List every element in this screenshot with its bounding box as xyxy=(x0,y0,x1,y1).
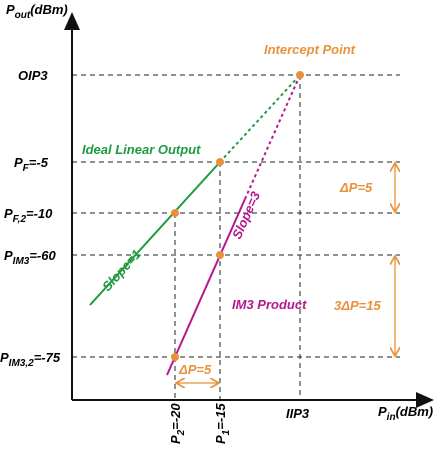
label-part: P xyxy=(6,2,15,17)
annotation: Slope=1 xyxy=(99,247,144,294)
guides xyxy=(72,74,400,400)
label-part: F xyxy=(23,163,30,174)
delta-arrows xyxy=(176,163,395,383)
annotation: Slope=3 xyxy=(229,189,263,242)
annotation: Intercept Point xyxy=(264,42,356,57)
label-part: (dBm) xyxy=(30,2,68,17)
axis-label: PIM3=-60 xyxy=(4,248,56,267)
label-part: in xyxy=(387,412,396,423)
label-part: =-15 xyxy=(213,403,228,430)
annotation: Ideal Linear Output xyxy=(82,142,201,157)
label-part: =-75 xyxy=(34,350,61,365)
label-part: =-20 xyxy=(168,403,183,430)
axis-label: PF,2=-10 xyxy=(4,206,53,225)
linear-line xyxy=(89,161,221,306)
x-axis-label: Pin(dBm) xyxy=(378,404,433,423)
annotation: ΔP=5 xyxy=(339,180,373,195)
axis-label: IIP3 xyxy=(286,406,310,421)
label-part: IIP3 xyxy=(286,406,310,421)
annotation: ΔP=5 xyxy=(178,362,212,377)
y-axis-label: Pout(dBm) xyxy=(6,2,68,21)
label-part: =-60 xyxy=(29,248,56,263)
label-part: P xyxy=(168,435,183,444)
label-part: IM3 xyxy=(13,256,30,267)
axis-label: PIM3,2=-75 xyxy=(0,350,61,369)
label-part: =-10 xyxy=(26,206,53,221)
label-part: P xyxy=(213,435,228,444)
label-part: P xyxy=(4,206,13,221)
im3-line xyxy=(166,198,246,376)
label-part: F,2 xyxy=(13,214,27,225)
label-part: P xyxy=(14,155,23,170)
label-part: (dBm) xyxy=(396,404,434,419)
annotation: 3ΔP=15 xyxy=(334,298,381,313)
im3-extension xyxy=(244,74,301,200)
label-part: =-5 xyxy=(29,155,49,170)
axis-label: P1=-15 xyxy=(213,403,232,444)
annotation: IM3 Product xyxy=(232,297,307,312)
label-part: P xyxy=(4,248,13,263)
label-part: P xyxy=(378,404,387,419)
axis-label: OIP3 xyxy=(18,68,48,83)
label-part: 1 xyxy=(221,429,232,435)
axis-label: PF=-5 xyxy=(14,155,49,174)
label-part: P xyxy=(0,350,9,365)
points xyxy=(171,71,304,361)
axis-label: P2=-20 xyxy=(168,403,187,444)
label-part: OIP3 xyxy=(18,68,48,83)
linear-extension xyxy=(219,74,301,163)
label-part: out xyxy=(15,10,31,21)
label-part: IM3,2 xyxy=(9,358,34,369)
label-part: 2 xyxy=(176,429,187,436)
